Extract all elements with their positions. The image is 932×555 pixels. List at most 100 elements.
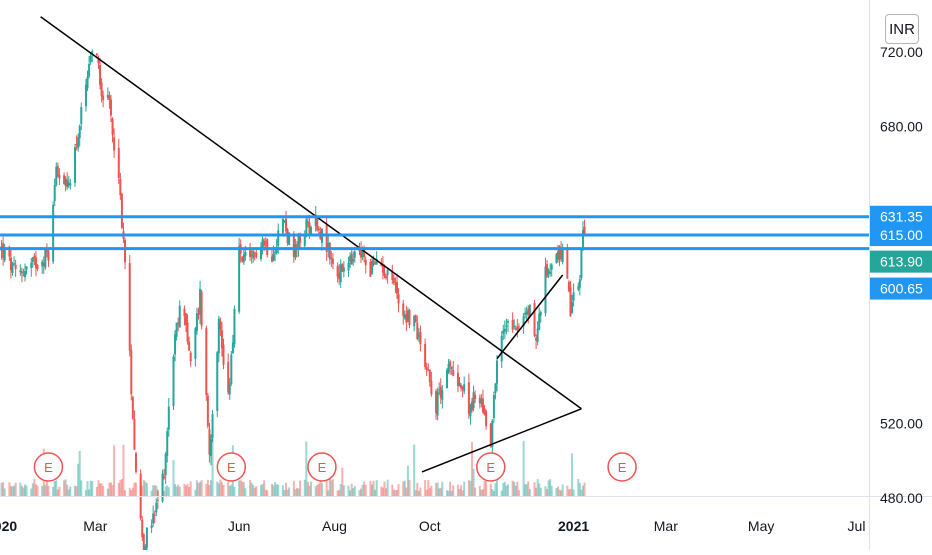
candle-body	[374, 263, 377, 265]
volume-bar	[260, 484, 263, 496]
volume-bar	[544, 486, 547, 496]
candle-body	[341, 264, 344, 272]
candle-body	[161, 473, 164, 502]
candle-body	[64, 178, 67, 187]
earnings-marker[interactable]	[33, 452, 64, 482]
volume-bar	[566, 485, 569, 496]
volume-bar	[228, 485, 231, 496]
candle-body	[2, 243, 5, 258]
volume-bar	[558, 489, 561, 496]
volume-bar	[372, 480, 375, 496]
candle-body	[178, 305, 181, 328]
volume-bar	[175, 486, 178, 496]
candle-body	[199, 289, 202, 315]
volume-bar	[299, 480, 302, 496]
volume-bar	[0, 482, 3, 496]
volume-bar	[53, 481, 56, 496]
candle-body	[386, 270, 389, 275]
volume-bar	[492, 490, 495, 496]
time-axis[interactable]: 2020 Mar Jun Aug Oct 2021 Mar May Jul	[0, 518, 865, 534]
candle-body	[244, 251, 247, 257]
candle-body	[100, 82, 103, 97]
candle-body	[249, 250, 252, 257]
volume-bar	[283, 489, 286, 496]
candle-body	[463, 384, 466, 392]
trendline[interactable]	[496, 274, 564, 360]
candle-body	[99, 65, 102, 85]
volume-bar	[145, 483, 148, 496]
volume-bar	[392, 489, 395, 496]
earnings-marker[interactable]	[476, 452, 506, 482]
volume-bar	[463, 481, 466, 496]
candle-body	[270, 256, 273, 262]
volume-bar	[128, 487, 131, 496]
candle-body	[308, 222, 311, 234]
earnings-marker[interactable]	[216, 452, 247, 482]
earnings-marker[interactable]	[607, 452, 637, 482]
volume-bar	[241, 481, 244, 496]
trendlines[interactable]	[40, 16, 582, 473]
volume-bar	[44, 484, 47, 496]
volume-bar	[358, 490, 361, 496]
candle-body	[517, 326, 520, 328]
volume-bar	[178, 486, 181, 496]
candle-body	[33, 255, 36, 258]
volume-bar	[166, 485, 169, 496]
volume-bar	[230, 484, 233, 496]
volume-bar	[297, 488, 300, 496]
candle-body	[13, 263, 16, 265]
earnings-marker[interactable]	[307, 452, 337, 482]
trendline[interactable]	[40, 16, 582, 410]
volume-bar	[441, 481, 444, 496]
currency-button[interactable]: INR	[885, 14, 919, 44]
volume-bars	[0, 436, 586, 496]
candle-body	[538, 313, 541, 330]
candle-body	[360, 250, 363, 258]
candle-body	[66, 179, 69, 188]
trendline[interactable]	[421, 408, 582, 473]
volume-bar	[524, 484, 527, 496]
volume-bar	[505, 485, 508, 496]
candle-body	[163, 476, 166, 479]
volume-bar	[56, 489, 59, 496]
volume-bar	[20, 485, 23, 496]
volume-bar	[206, 479, 209, 496]
candle-body	[436, 391, 439, 416]
candle-body	[547, 270, 550, 274]
candle-body	[417, 335, 420, 337]
candle-body	[288, 232, 291, 245]
candle-body	[117, 147, 120, 178]
candle-body	[188, 341, 191, 351]
candle-body	[294, 244, 297, 258]
candle-body	[67, 182, 70, 186]
volume-bar	[22, 487, 25, 496]
volume-bar	[416, 482, 419, 496]
volume-bar	[361, 484, 364, 496]
candle-body	[474, 394, 477, 399]
candle-body	[42, 262, 45, 267]
candle-body	[414, 315, 417, 323]
volume-bar	[238, 480, 241, 496]
candle-body	[106, 94, 109, 98]
candle-body	[424, 343, 427, 368]
earnings-marker-label: E	[618, 460, 627, 475]
candle-body	[260, 246, 263, 260]
price-axis[interactable]: 720.00 680.00 520.00 480.00 631.35 615.00 613.…	[870, 44, 932, 506]
candle-body	[327, 243, 330, 250]
volume-bar	[308, 485, 311, 496]
candle-body	[200, 291, 203, 327]
volume-bar	[561, 484, 564, 496]
horizontal-levels[interactable]	[0, 215, 869, 251]
volume-bar	[491, 488, 494, 496]
candle-body	[150, 525, 153, 529]
candle-body	[142, 534, 145, 553]
candle-body	[500, 335, 503, 362]
time-tick-label: 2020	[0, 518, 17, 534]
candle-body	[328, 242, 331, 260]
volume-bar	[547, 480, 550, 496]
volume-bar	[305, 441, 308, 496]
candle-body	[406, 310, 409, 322]
candle-body	[419, 331, 422, 345]
